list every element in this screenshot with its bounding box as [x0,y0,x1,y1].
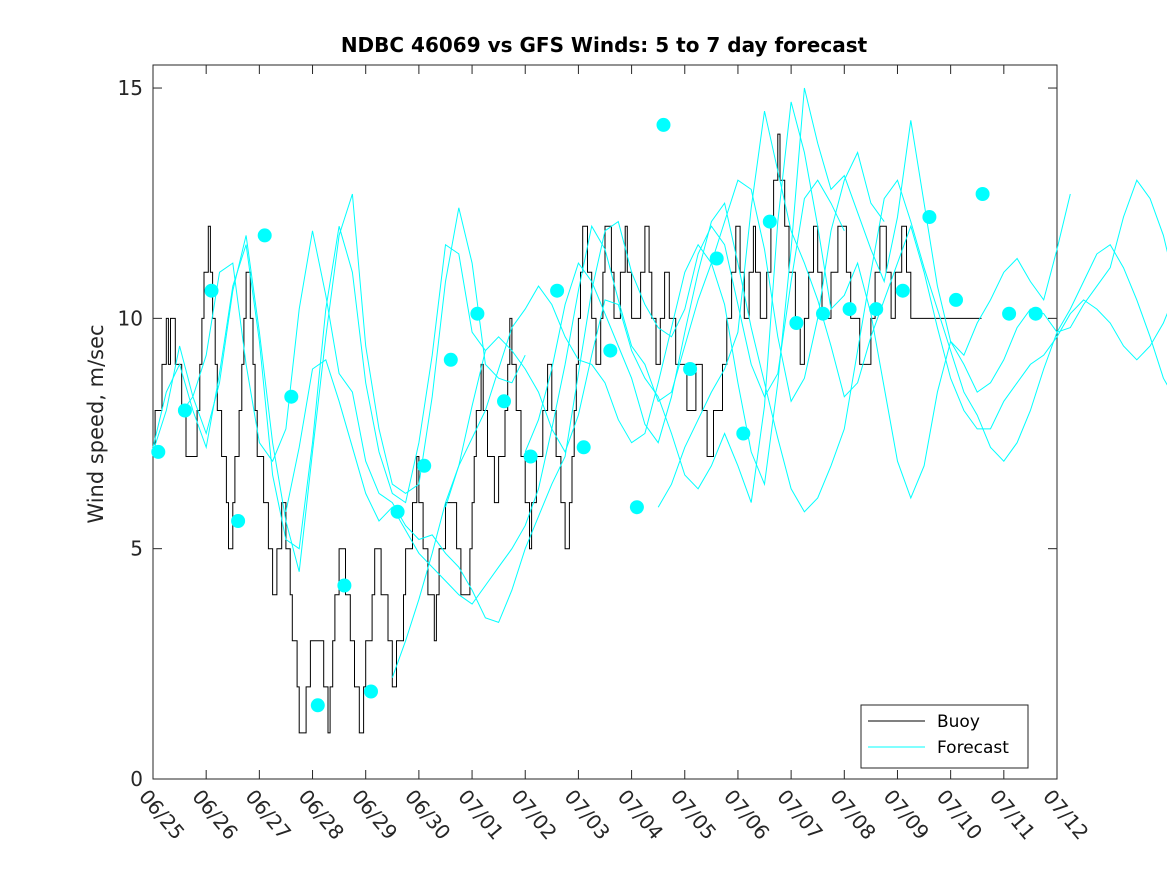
forecast-point [204,283,219,298]
forecast-point [922,210,937,224]
forecast-point [443,352,458,367]
axes-box [152,64,1058,780]
legend-forecast-label: Forecast [937,738,1009,758]
forecast-point [390,504,405,519]
y-axis: 0 5 10 15 [118,76,1057,791]
buoy-series-line [153,133,982,734]
y-tick-label: 10 [118,306,143,330]
forecast-point [1002,306,1017,321]
legend-buoy-label: Buoy [937,712,980,732]
forecast-run-line-7 [524,179,1167,513]
forecast-point [736,426,751,441]
forecast-point [470,306,485,321]
forecast-point [497,394,511,409]
legend: Buoy Forecast [860,704,1029,769]
forecast-point [869,302,884,317]
forecast-point [816,306,830,321]
forecast-point [603,343,618,358]
forecast-point [310,698,325,713]
forecast-point [550,283,565,298]
forecast-run-line-2 [152,226,486,550]
forecast-point [337,578,352,593]
forecast-run-line-8 [657,110,1167,508]
legend-box [860,704,1029,769]
forecast-point [523,449,538,464]
forecast-point [842,302,857,317]
y-axis-label: Wind speed, m/sec [84,324,108,523]
forecast-point [629,500,644,515]
forecast-point [975,187,990,201]
y-tick-label: 5 [130,537,143,561]
forecast-point [417,458,432,473]
forecast-point [1028,306,1043,321]
y-tick-label: 15 [118,76,143,100]
plot-area [151,64,1167,780]
forecast-point [709,251,724,266]
forecast-point [284,389,299,404]
forecast-point [656,117,671,132]
forecast-point [576,440,591,455]
chart-title: NDBC 46069 vs GFS Winds: 5 to 7 day fore… [341,33,868,57]
forecast-run-line-5 [391,87,1071,678]
forecast-point [177,403,192,418]
forecast-point [683,362,698,376]
forecast-run-line-4 [285,151,885,605]
forecast-point [762,214,777,229]
forecast-point [151,444,166,459]
forecast-run-line-6 [445,101,1167,508]
forecast-point [257,228,272,243]
forecast-point [789,316,804,330]
forecast-run-line-3 [179,179,845,624]
forecast-point [364,684,378,699]
forecast-point [949,292,963,307]
forecast-point [895,283,910,298]
y-tick-label: 0 [130,767,143,791]
forecast-point [231,514,246,528]
